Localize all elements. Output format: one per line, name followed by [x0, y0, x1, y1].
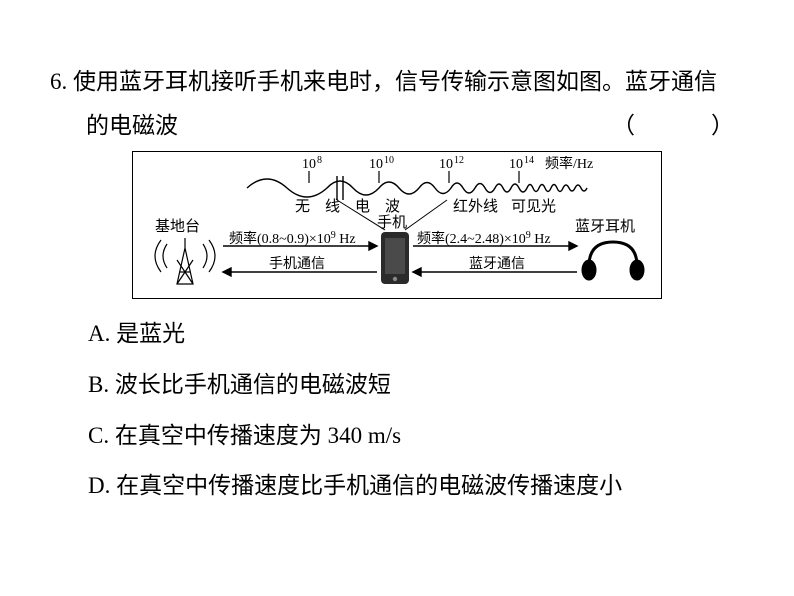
- option-d: D. 在真空中传播速度比手机通信的电磁波传播速度小: [88, 461, 744, 512]
- bt-comm-text: 频率(2.4~2.48)×109 Hz 蓝牙通信: [417, 230, 551, 272]
- headset-icon: [582, 242, 644, 280]
- question-line2: 的电磁波: [86, 113, 178, 138]
- answer-blank: （ ）: [612, 104, 744, 148]
- options-list: A. 是蓝光 B. 波长比手机通信的电磁波短 C. 在真空中传播速度为 340 …: [50, 309, 744, 511]
- spectrum-bands: 无 线 电 波 红外线 可见光: [295, 198, 556, 215]
- option-c: C. 在真空中传播速度为 340 m/s: [88, 411, 744, 462]
- spectrum-gap-bars: [337, 176, 343, 200]
- question-number: 6.: [50, 69, 67, 94]
- svg-text:10: 10: [384, 156, 394, 166]
- diagram-svg: 108 1010 1012 1014 频率/Hz 无 线 电 波 红外线 可见光…: [137, 156, 657, 291]
- phone-label: 手机: [377, 214, 407, 231]
- svg-text:手机通信: 手机通信: [269, 256, 325, 272]
- spectrum-ticks: 108 1010 1012 1014 频率/Hz: [302, 156, 593, 172]
- svg-text:10: 10: [509, 157, 523, 172]
- signal-diagram: 108 1010 1012 1014 频率/Hz 无 线 电 波 红外线 可见光…: [132, 151, 662, 299]
- headset-label: 蓝牙耳机: [575, 218, 635, 235]
- svg-text:10: 10: [439, 157, 453, 172]
- base-station-label: 基地台: [155, 218, 200, 235]
- option-b: B. 波长比手机通信的电磁波短: [88, 360, 744, 411]
- base-station-icon: [155, 238, 215, 284]
- svg-text:10: 10: [302, 157, 316, 172]
- svg-text:10: 10: [369, 157, 383, 172]
- question-stem: 6. 使用蓝牙耳机接听手机来电时，信号传输示意图如图。蓝牙通信 的电磁波 （ ）: [50, 60, 744, 147]
- phone-icon: [381, 232, 409, 284]
- mobile-comm-text: 频率(0.8~0.9)×109 Hz 手机通信: [229, 230, 356, 272]
- svg-text:8: 8: [317, 156, 322, 166]
- svg-text:频率(2.4~2.48)×109 Hz: 频率(2.4~2.48)×109 Hz: [417, 230, 551, 247]
- option-a: A. 是蓝光: [88, 309, 744, 360]
- svg-text:频率(0.8~0.9)×109 Hz: 频率(0.8~0.9)×109 Hz: [229, 230, 356, 247]
- svg-text:12: 12: [454, 156, 464, 166]
- axis-label: 频率/Hz: [545, 156, 593, 172]
- svg-text:蓝牙通信: 蓝牙通信: [469, 256, 525, 272]
- svg-text:14: 14: [524, 156, 534, 166]
- spectrum-wave: [247, 179, 587, 197]
- svg-text:可见光: 可见光: [511, 198, 556, 215]
- question-line1: 使用蓝牙耳机接听手机来电时，信号传输示意图如图。蓝牙通信: [73, 69, 717, 94]
- svg-text:红外线: 红外线: [453, 198, 498, 215]
